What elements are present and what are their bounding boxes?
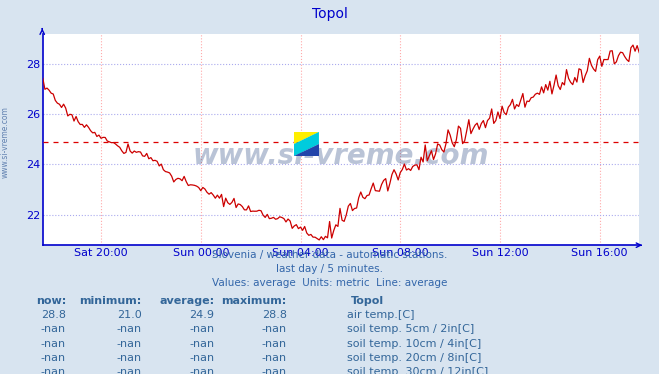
Polygon shape [294, 144, 319, 156]
Text: maximum:: maximum: [221, 296, 287, 306]
Text: air temp.[C]: air temp.[C] [347, 310, 414, 320]
Text: -nan: -nan [189, 339, 214, 349]
Text: last day / 5 minutes.: last day / 5 minutes. [276, 264, 383, 274]
Text: minimum:: minimum: [80, 296, 142, 306]
Text: soil temp. 20cm / 8in[C]: soil temp. 20cm / 8in[C] [347, 353, 481, 363]
Polygon shape [294, 132, 319, 156]
Text: 21.0: 21.0 [117, 310, 142, 320]
Text: 24.9: 24.9 [189, 310, 214, 320]
Text: Topol: Topol [351, 296, 384, 306]
Polygon shape [294, 132, 319, 144]
Text: 28.8: 28.8 [41, 310, 66, 320]
Text: soil temp. 10cm / 4in[C]: soil temp. 10cm / 4in[C] [347, 339, 481, 349]
Text: -nan: -nan [189, 325, 214, 334]
Text: -nan: -nan [117, 339, 142, 349]
Text: Slovenia / weather data - automatic stations.: Slovenia / weather data - automatic stat… [212, 250, 447, 260]
Text: -nan: -nan [262, 339, 287, 349]
Text: soil temp. 5cm / 2in[C]: soil temp. 5cm / 2in[C] [347, 325, 474, 334]
Text: Values: average  Units: metric  Line: average: Values: average Units: metric Line: aver… [212, 279, 447, 288]
Text: -nan: -nan [41, 325, 66, 334]
Text: -nan: -nan [117, 325, 142, 334]
Text: -nan: -nan [189, 353, 214, 363]
Text: soil temp. 30cm / 12in[C]: soil temp. 30cm / 12in[C] [347, 367, 488, 374]
Text: -nan: -nan [117, 367, 142, 374]
Text: 28.8: 28.8 [262, 310, 287, 320]
Text: -nan: -nan [41, 367, 66, 374]
Text: -nan: -nan [41, 339, 66, 349]
Text: www.si-vreme.com: www.si-vreme.com [193, 142, 489, 170]
Text: -nan: -nan [262, 367, 287, 374]
Text: -nan: -nan [262, 353, 287, 363]
Text: -nan: -nan [41, 353, 66, 363]
Text: now:: now: [36, 296, 66, 306]
Text: average:: average: [159, 296, 214, 306]
Text: -nan: -nan [262, 325, 287, 334]
Text: www.si-vreme.com: www.si-vreme.com [1, 106, 10, 178]
Text: -nan: -nan [117, 353, 142, 363]
Text: -nan: -nan [189, 367, 214, 374]
Text: Topol: Topol [312, 7, 347, 21]
